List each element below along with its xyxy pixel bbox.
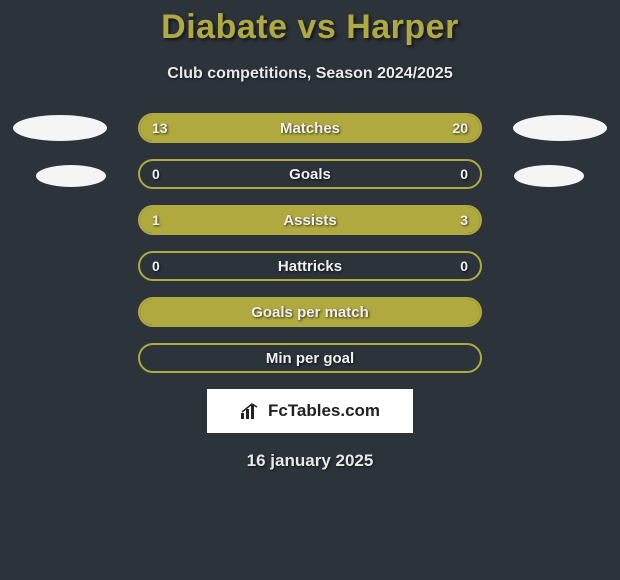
stat-row: Goals per match — [138, 297, 482, 327]
stat-label: Hattricks — [140, 253, 480, 279]
comparison-title: Diabate vs Harper — [0, 0, 620, 47]
player-right-shape-1 — [513, 115, 607, 141]
stat-row: 00Hattricks — [138, 251, 482, 281]
logo-text: FcTables.com — [268, 401, 380, 421]
stat-bars-container: 1320Matches 00Goals 13Assists 00Hattricks Go… — [138, 113, 482, 373]
stat-label: Min per goal — [140, 345, 480, 371]
stat-label: Assists — [140, 207, 480, 233]
stat-row: 13Assists — [138, 205, 482, 235]
stat-row: 1320Matches — [138, 113, 482, 143]
stat-label: Matches — [140, 115, 480, 141]
stat-row: 00Goals — [138, 159, 482, 189]
fctables-logo: FcTables.com — [207, 389, 413, 433]
player-left-shape-1 — [13, 115, 107, 141]
stat-label: Goals — [140, 161, 480, 187]
player-right-shape-2 — [514, 165, 584, 187]
stat-label: Goals per match — [140, 299, 480, 325]
comparison-subtitle: Club competitions, Season 2024/2025 — [0, 65, 620, 83]
stats-area: 1320Matches 00Goals 13Assists 00Hattricks Go… — [0, 113, 620, 373]
stat-row: Min per goal — [138, 343, 482, 373]
chart-icon — [240, 402, 262, 420]
snapshot-date: 16 january 2025 — [0, 451, 620, 471]
player-left-shape-2 — [36, 165, 106, 187]
